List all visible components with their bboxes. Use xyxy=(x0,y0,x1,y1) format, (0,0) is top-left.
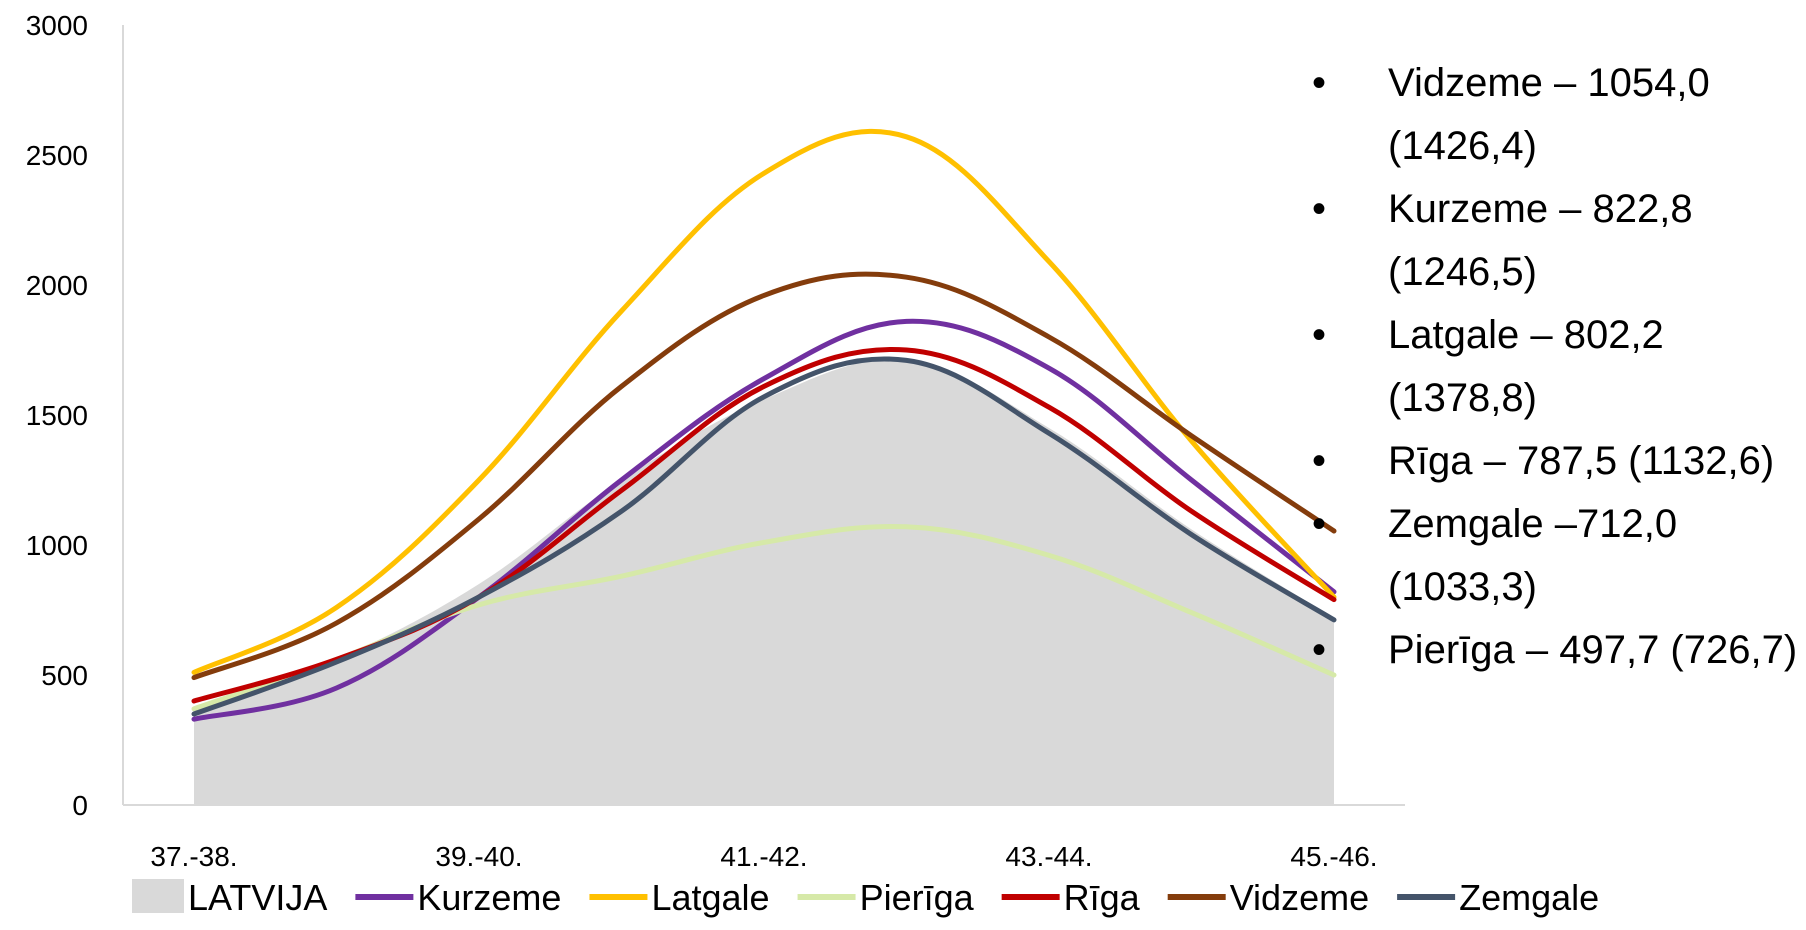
legend-item: Rīga xyxy=(1001,877,1141,918)
y-tick-labels: 0 500 1000 1500 2000 2500 3000 xyxy=(26,10,88,821)
line-vidzeme xyxy=(191,271,1337,681)
legend-item: Pierīga xyxy=(797,877,975,918)
legend-label: Pierīga xyxy=(860,877,975,918)
y-tick-label: 2500 xyxy=(26,140,88,171)
legend-item: Kurzeme xyxy=(355,877,561,918)
series-lines xyxy=(191,128,1337,722)
note-item: • Rīga – 787,5 (1132,6) xyxy=(1300,430,1800,493)
x-tick-label: 43.-44. xyxy=(1005,841,1092,872)
axes xyxy=(122,25,1405,806)
legend-label: LATVIJA xyxy=(188,877,327,918)
x-tick-label: 37.-38. xyxy=(150,841,237,872)
note-text: Zemgale –712,0 (1033,3) xyxy=(1388,502,1678,609)
note-item: • Zemgale –712,0 (1033,3) xyxy=(1300,493,1800,619)
y-tick-label: 3000 xyxy=(26,10,88,41)
note-text: Vidzeme – 1054,0 (1426,4) xyxy=(1388,61,1710,168)
bullet: • xyxy=(1312,628,1327,672)
area-layer xyxy=(194,359,1334,805)
legend-label: Kurzeme xyxy=(417,877,561,918)
bullet: • xyxy=(1312,61,1327,105)
notes-list: • Vidzeme – 1054,0 (1426,4) • Kurzeme – … xyxy=(1300,52,1800,682)
bullet: • xyxy=(1312,187,1327,231)
legend: LATVIJA Kurzeme Latgale Pierīga Rīga Vidzeme Z… xyxy=(132,877,1599,918)
note-text: Latgale – 802,2 (1378,8) xyxy=(1388,313,1664,420)
note-item: • Vidzeme – 1054,0 (1426,4) xyxy=(1300,52,1800,178)
legend-item: Vidzeme xyxy=(1167,877,1369,918)
legend-item: Zemgale xyxy=(1397,877,1599,918)
line-kurzeme xyxy=(191,318,1337,722)
legend-label: Rīga xyxy=(1064,877,1141,918)
area-latvija xyxy=(194,359,1334,805)
bullet: • xyxy=(1312,313,1327,357)
bullet: • xyxy=(1312,439,1327,483)
y-tick-label: 0 xyxy=(72,790,88,821)
bullet: • xyxy=(1312,502,1327,546)
x-tick-label: 45.-46. xyxy=(1290,841,1377,872)
y-tick-label: 2000 xyxy=(26,270,88,301)
y-tick-label: 1000 xyxy=(26,530,88,561)
legend-swatch xyxy=(132,879,184,913)
y-tick-label: 1500 xyxy=(26,400,88,431)
x-tick-label: 39.-40. xyxy=(435,841,522,872)
legend-item: Latgale xyxy=(589,877,770,918)
line-latgale xyxy=(191,128,1337,675)
legend-label: Latgale xyxy=(651,877,769,918)
note-text: Kurzeme – 822,8 (1246,5) xyxy=(1388,187,1693,294)
legend-label: Vidzeme xyxy=(1230,877,1369,918)
note-item: • Latgale – 802,2 (1378,8) xyxy=(1300,304,1800,430)
x-tick-labels: 37.-38. 39.-40. 41.-42. 43.-44. 45.-46. xyxy=(150,841,1377,872)
x-tick-label: 41.-42. xyxy=(720,841,807,872)
legend-item: LATVIJA xyxy=(132,877,327,918)
line-zemgale xyxy=(191,356,1337,717)
y-tick-label: 500 xyxy=(41,660,88,691)
note-item: • Pierīga – 497,7 (726,7) xyxy=(1300,619,1800,682)
note-text: Rīga – 787,5 (1132,6) xyxy=(1388,439,1775,483)
note-item: • Kurzeme – 822,8 (1246,5) xyxy=(1300,178,1800,304)
legend-label: Zemgale xyxy=(1459,877,1599,918)
note-text: Pierīga – 497,7 (726,7) xyxy=(1388,628,1798,672)
